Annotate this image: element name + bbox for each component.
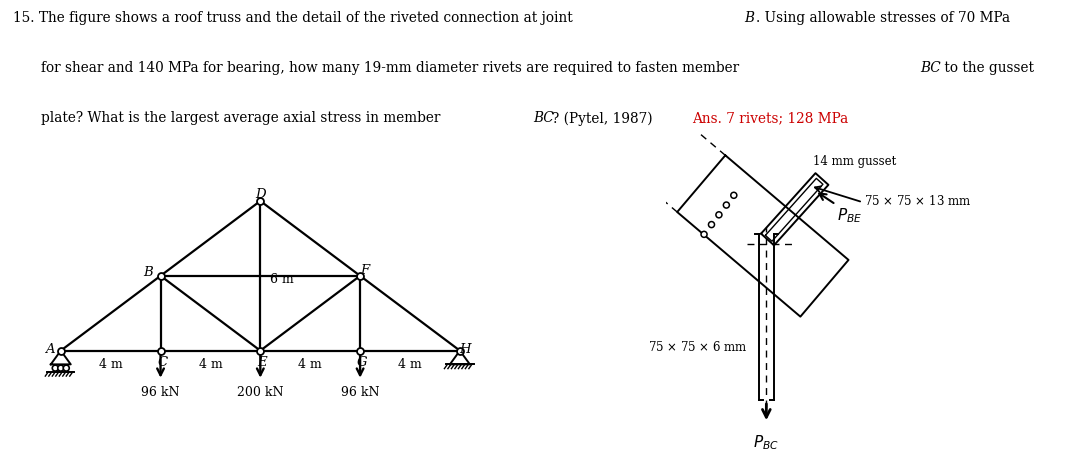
Text: 200 kN: 200 kN — [237, 386, 284, 398]
Text: C: C — [158, 355, 169, 368]
Text: BC: BC — [920, 61, 941, 75]
Text: 4 m: 4 m — [298, 357, 322, 370]
Text: G: G — [357, 355, 368, 368]
Text: $P_{BC}$: $P_{BC}$ — [753, 433, 779, 451]
Circle shape — [731, 193, 737, 199]
Text: 75 $\times$ 75 $\times$ 13 mm: 75 $\times$ 75 $\times$ 13 mm — [864, 193, 972, 207]
Circle shape — [63, 365, 70, 371]
Text: H: H — [459, 342, 471, 355]
Text: F: F — [360, 263, 370, 276]
Text: B: B — [144, 265, 153, 278]
Text: B: B — [744, 11, 754, 25]
Text: A: A — [45, 342, 54, 355]
Text: ? (Pytel, 1987): ? (Pytel, 1987) — [552, 111, 657, 125]
Text: 4 m: 4 m — [398, 357, 422, 370]
Text: $P_{BE}$: $P_{BE}$ — [837, 206, 863, 225]
Text: D: D — [255, 188, 265, 201]
Text: 6 m: 6 m — [270, 272, 294, 285]
Text: 96 kN: 96 kN — [141, 386, 180, 398]
Text: 15. The figure shows a roof truss and the detail of the riveted connection at jo: 15. The figure shows a roof truss and th… — [13, 11, 577, 25]
Text: . Using allowable stresses of 70 MPa: . Using allowable stresses of 70 MPa — [756, 11, 1011, 25]
Text: 4 m: 4 m — [199, 357, 222, 370]
Text: 75 $\times$ 75 $\times$ 6 mm: 75 $\times$ 75 $\times$ 6 mm — [647, 340, 747, 354]
Text: E: E — [258, 355, 268, 368]
Text: 4 m: 4 m — [99, 357, 123, 370]
Text: plate? What is the largest average axial stress in member: plate? What is the largest average axial… — [41, 111, 445, 125]
Circle shape — [724, 202, 729, 209]
Text: 96 kN: 96 kN — [341, 386, 380, 398]
Circle shape — [708, 222, 715, 228]
Text: Ans. 7 rivets; 128 MPa: Ans. 7 rivets; 128 MPa — [692, 111, 849, 125]
Text: for shear and 140 MPa for bearing, how many 19-mm diameter rivets are required t: for shear and 140 MPa for bearing, how m… — [41, 61, 744, 75]
Text: 14 mm gusset: 14 mm gusset — [813, 155, 897, 168]
Circle shape — [716, 212, 722, 218]
Circle shape — [58, 365, 64, 371]
Text: to the gusset: to the gusset — [940, 61, 1034, 75]
Circle shape — [52, 365, 59, 371]
Circle shape — [701, 232, 707, 238]
Text: BC: BC — [533, 111, 554, 125]
